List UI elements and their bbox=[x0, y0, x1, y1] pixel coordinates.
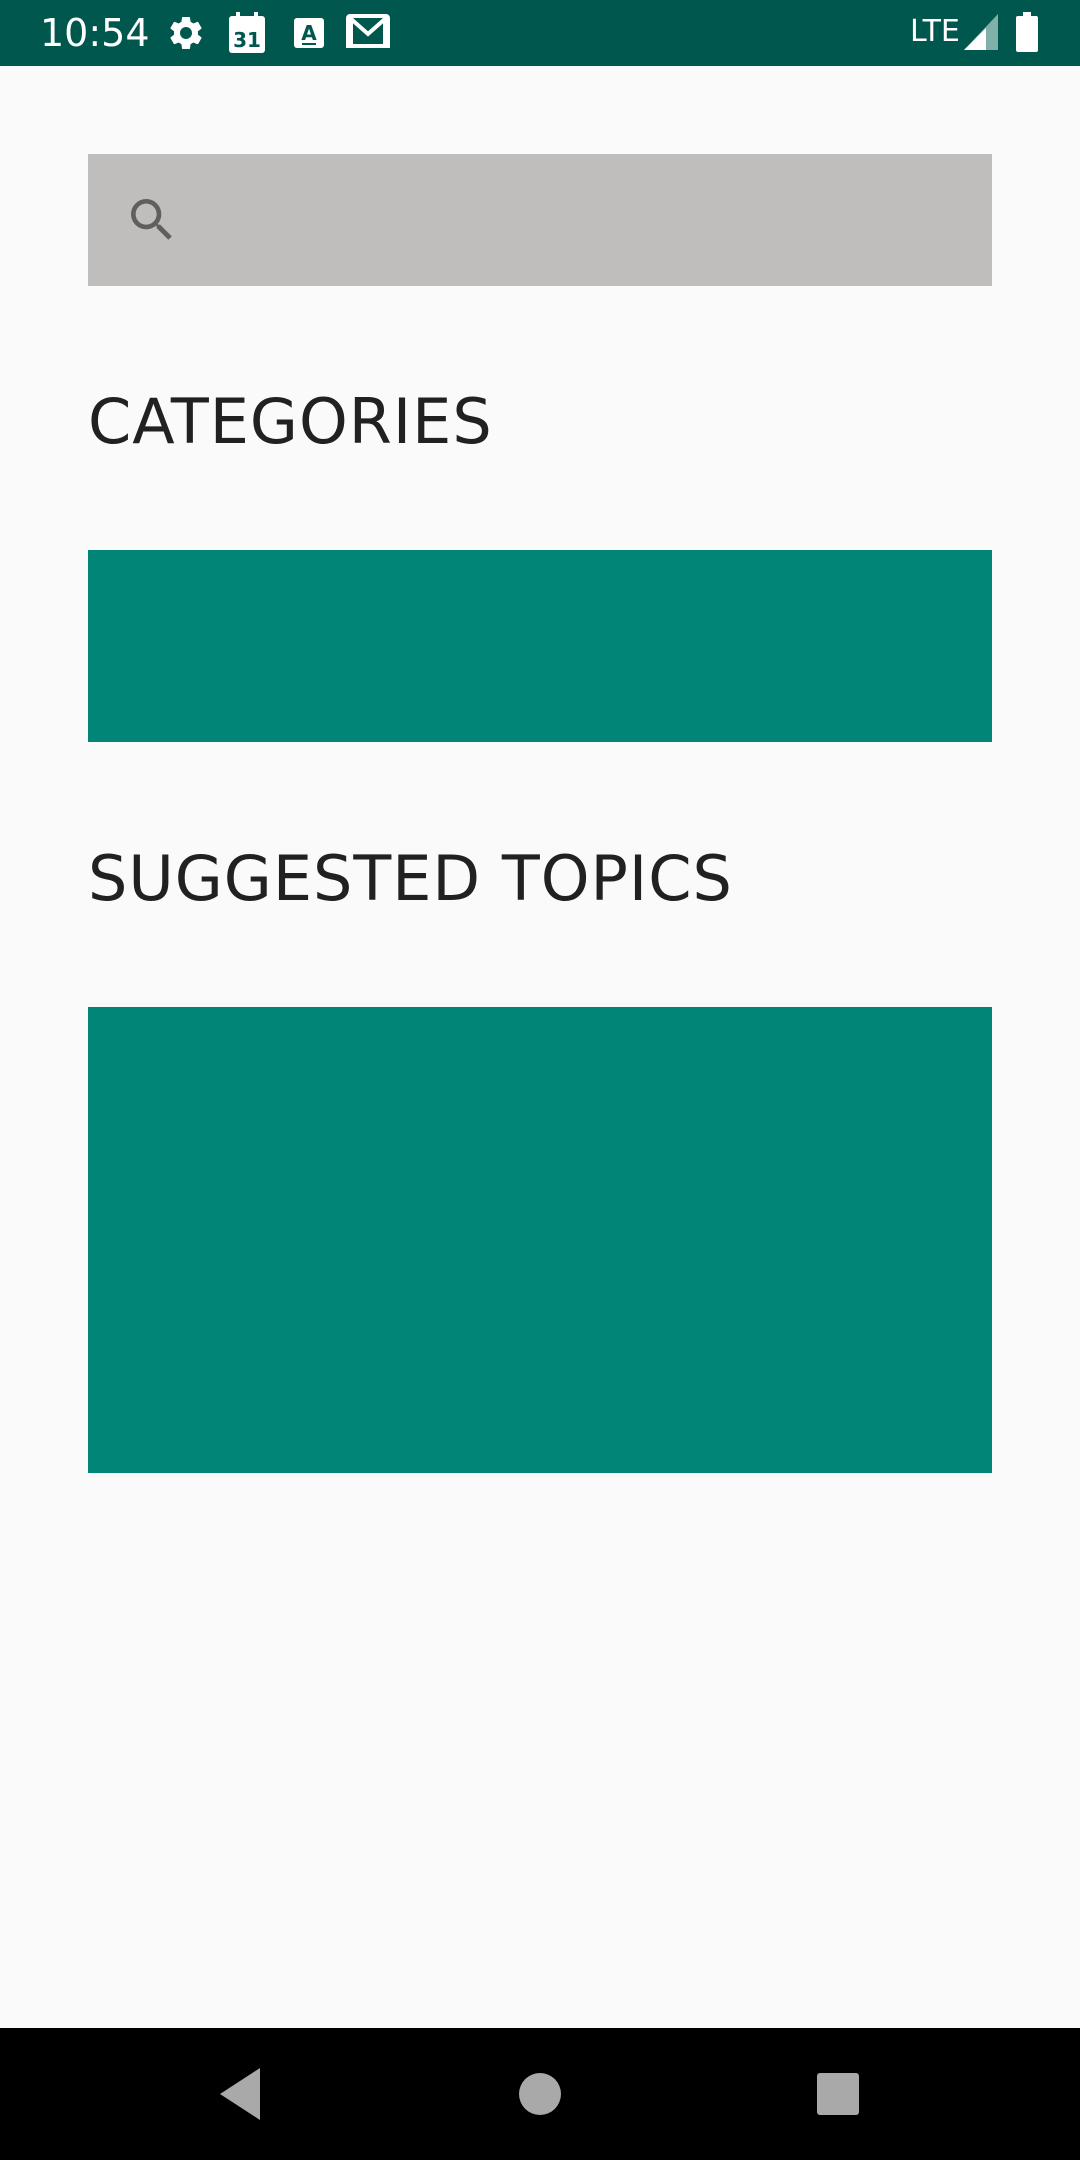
back-icon[interactable] bbox=[204, 2058, 276, 2130]
suggested-topics-title: SUGGESTED TOPICS bbox=[88, 842, 733, 915]
calendar-day-text: 31 bbox=[233, 28, 261, 52]
search-icon[interactable] bbox=[124, 192, 180, 248]
gmail-icon bbox=[346, 14, 390, 48]
settings-icon bbox=[170, 16, 202, 49]
app-letter-text: A bbox=[301, 21, 317, 45]
calendar-icon: 31 bbox=[229, 12, 265, 53]
navigation-bar bbox=[0, 2028, 1080, 2160]
categories-title: CATEGORIES bbox=[88, 385, 493, 458]
status-time: 10:54 bbox=[40, 11, 150, 55]
home-icon[interactable] bbox=[504, 2058, 576, 2130]
suggested-topics-list[interactable] bbox=[88, 1007, 992, 1473]
font-app-icon: A bbox=[294, 18, 324, 48]
network-type: LTE bbox=[910, 14, 960, 49]
categories-list[interactable] bbox=[88, 550, 992, 742]
recents-icon[interactable] bbox=[802, 2058, 874, 2130]
signal-icon bbox=[964, 14, 998, 50]
battery-icon bbox=[1016, 12, 1038, 52]
search-input[interactable] bbox=[88, 154, 992, 286]
status-bar: 10:54 31 A LTE bbox=[0, 0, 1080, 66]
